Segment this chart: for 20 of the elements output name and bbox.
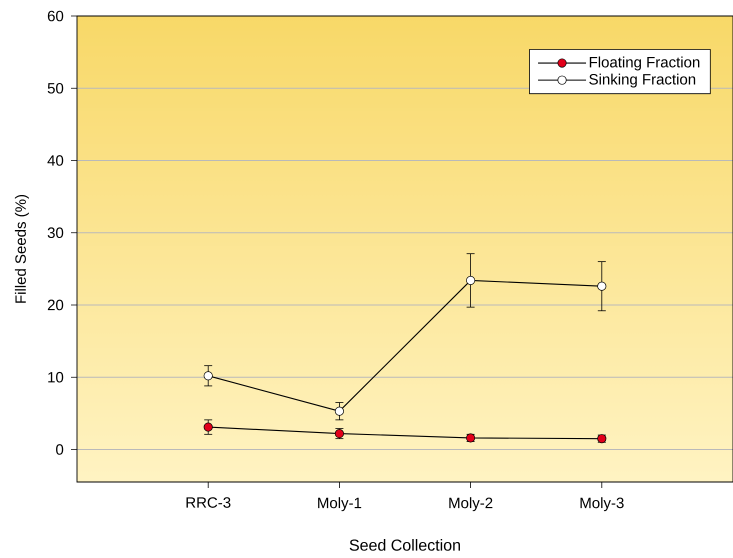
y-tick-label: 60	[48, 10, 64, 22]
point	[204, 371, 213, 380]
x-axis-title: Seed Collection	[350, 539, 460, 551]
point	[334, 406, 344, 416]
legend-label: Sinking Fraction	[589, 74, 696, 88]
y-tick-label: 40	[47, 155, 64, 166]
legend-label: Floating Fraction	[590, 56, 700, 70]
y-tick-label: 10	[48, 372, 64, 383]
y-tick-label: 50	[48, 82, 64, 94]
x-tick-label: Moly-1	[318, 497, 362, 512]
x-tick-label: Moly-3	[580, 497, 624, 512]
x-tick-label: Moly-2	[449, 497, 492, 512]
point	[597, 282, 606, 291]
y-tick-label: 20	[48, 300, 64, 310]
point	[466, 276, 476, 285]
point	[204, 422, 213, 432]
y-tick-label: 30	[48, 227, 64, 238]
x-tick-label: RRC-3	[186, 497, 230, 508]
y-tick-label: 0	[56, 444, 64, 455]
y-axis-title: Filled Seeds (%)	[14, 194, 29, 303]
